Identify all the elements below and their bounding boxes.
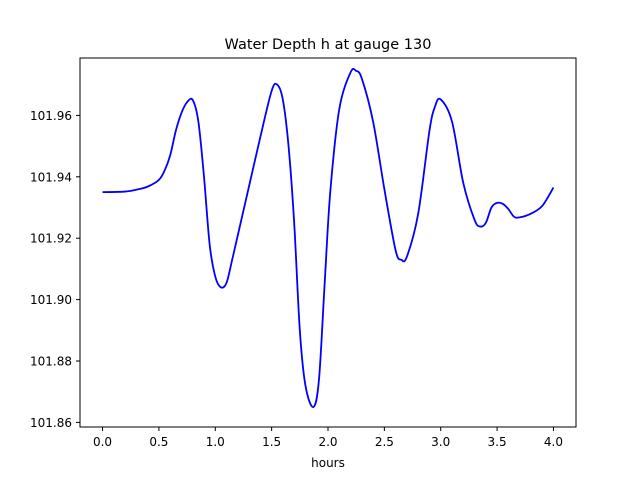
y-tick-label: 101.92 xyxy=(30,232,72,246)
x-tick-label: 0.5 xyxy=(149,435,168,449)
y-tick-label: 101.96 xyxy=(30,109,72,123)
y-tick-label: 101.90 xyxy=(30,293,72,307)
x-tick-label: 2.0 xyxy=(318,435,337,449)
x-axis: 0.0 0.5 1.0 1.5 2.0 2.5 3.0 3.5 4.0 xyxy=(93,427,563,449)
x-tick-label: 1.5 xyxy=(262,435,281,449)
x-axis-label: hours xyxy=(311,456,345,470)
x-tick-label: 3.0 xyxy=(431,435,450,449)
x-tick-label: 4.0 xyxy=(544,435,563,449)
y-tick-label: 101.86 xyxy=(30,416,72,430)
series-line-0 xyxy=(102,67,555,408)
chart-title: Water Depth h at gauge 130 xyxy=(225,37,432,53)
x-tick-label: 3.5 xyxy=(488,435,507,449)
y-axis: 101.86 101.88 101.90 101.92 101.94 101.96 xyxy=(30,109,80,430)
x-tick-label: 2.5 xyxy=(375,435,394,449)
plot-area xyxy=(102,67,555,408)
y-tick-label: 101.88 xyxy=(30,354,72,368)
x-tick-label: 1.0 xyxy=(206,435,225,449)
x-tick-label: 0.0 xyxy=(93,435,112,449)
y-tick-label: 101.94 xyxy=(30,170,72,184)
